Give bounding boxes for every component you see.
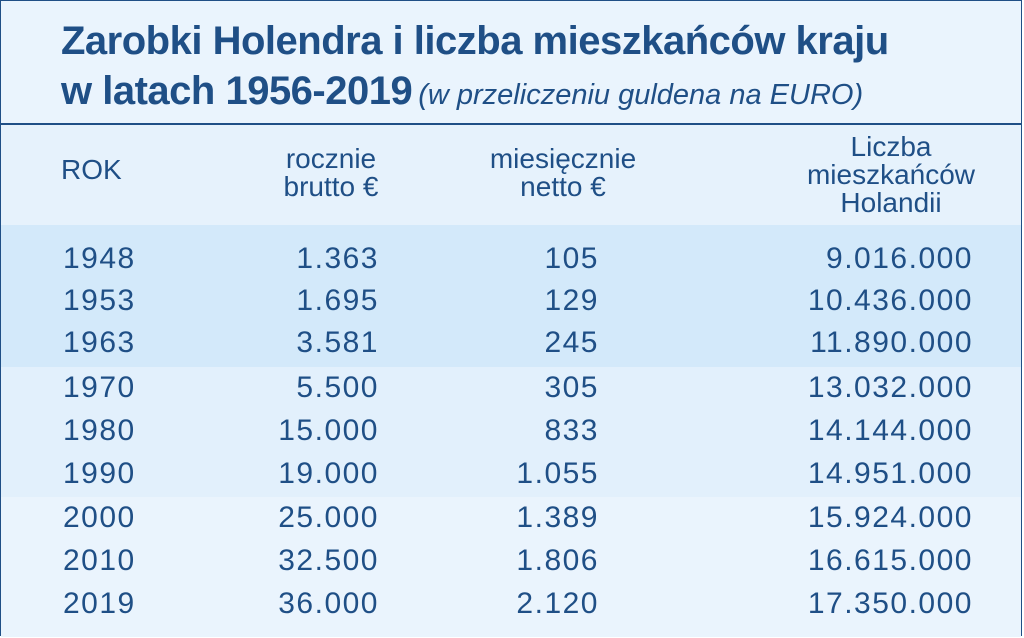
cell-population: 10.436.000 [807, 284, 973, 317]
header-rok-line: ROK [61, 154, 122, 185]
header-population: Liczba mieszkańców Holandii [773, 133, 1009, 217]
header-brutto-line2: brutto € [283, 171, 379, 202]
page-title: Zarobki Holendra i liczba mieszkańców kr… [61, 19, 889, 63]
cell-year: 1990 [63, 457, 136, 490]
cell-monthly-net: 1.806 [516, 544, 599, 577]
header-population-line2: mieszkańców [806, 159, 976, 190]
cell-annual-gross: 5.500 [296, 371, 379, 404]
header-netto-line1: miesięcznie [489, 143, 637, 174]
cell-population: 14.951.000 [807, 457, 973, 490]
header-rok: ROK [61, 156, 122, 184]
cell-monthly-net: 1.055 [516, 457, 599, 490]
cell-annual-gross: 1.695 [296, 284, 379, 317]
header-population-line1: Liczba [850, 131, 932, 162]
row-band-1 [1, 225, 1021, 367]
cell-year: 2010 [63, 544, 136, 577]
cell-annual-gross: 1.363 [296, 242, 379, 275]
table-row: 2000 25.000 1.389 15.924.000 [1, 497, 1021, 539]
row-band-2 [1, 367, 1021, 497]
cell-population: 17.350.000 [807, 587, 973, 620]
table-row: 1970 5.500 305 13.032.000 [1, 367, 1021, 409]
cell-monthly-net: 2.120 [516, 587, 599, 620]
cell-year: 1953 [63, 284, 136, 317]
cell-annual-gross: 19.000 [278, 457, 379, 490]
cell-year: 1948 [63, 242, 136, 275]
cell-monthly-net: 833 [544, 414, 599, 447]
cell-population: 11.890.000 [810, 326, 973, 359]
table-row: 2019 36.000 2.120 17.350.000 [1, 583, 1021, 625]
header-brutto: rocznie brutto € [253, 145, 409, 201]
cell-population: 14.144.000 [807, 414, 973, 447]
cell-monthly-net: 105 [544, 242, 599, 275]
table-row: 1948 1.363 105 9.016.000 [1, 238, 1021, 280]
header-netto-line2: netto € [520, 171, 606, 202]
page-subtitle: (w przeliczeniu guldena na EURO) [418, 79, 864, 111]
row-band-3 [1, 497, 1021, 637]
table-row: 1990 19.000 1.055 14.951.000 [1, 453, 1021, 495]
cell-annual-gross: 3.581 [296, 326, 379, 359]
cell-year: 1970 [63, 371, 136, 404]
cell-population: 16.615.000 [807, 544, 973, 577]
header-netto: miesięcznie netto € [463, 145, 663, 201]
cell-monthly-net: 305 [544, 371, 599, 404]
table-row: 2010 32.500 1.806 16.615.000 [1, 540, 1021, 582]
cell-monthly-net: 1.389 [516, 501, 599, 534]
table-row: 1953 1.695 129 10.436.000 [1, 280, 1021, 322]
cell-population: 9.016.000 [826, 242, 973, 275]
cell-population: 15.924.000 [807, 501, 973, 534]
table-row: 1980 15.000 833 14.144.000 [1, 410, 1021, 452]
title-block: Zarobki Holendra i liczba mieszkańców kr… [1, 1, 1021, 125]
cell-annual-gross: 25.000 [278, 501, 379, 534]
cell-monthly-net: 245 [544, 326, 599, 359]
cell-year: 2000 [63, 501, 136, 534]
header-population-line3: Holandii [840, 187, 942, 218]
table-header: ROK rocznie brutto € miesięcznie netto €… [1, 125, 1021, 225]
cell-annual-gross: 36.000 [278, 587, 379, 620]
cell-annual-gross: 32.500 [278, 544, 379, 577]
cell-year: 1980 [63, 414, 136, 447]
cell-year: 2019 [63, 587, 136, 620]
cell-monthly-net: 129 [544, 284, 599, 317]
cell-population: 13.032.000 [807, 371, 973, 404]
title-years: w latach 1956-2019 [61, 69, 413, 113]
header-brutto-line1: rocznie [285, 143, 377, 174]
cell-annual-gross: 15.000 [278, 414, 379, 447]
table-row: 1963 3.581 245 11.890.000 [1, 322, 1021, 364]
cell-year: 1963 [63, 326, 136, 359]
page-title-line2: w latach 1956-2019 (w przeliczeniu gulden… [61, 69, 863, 114]
